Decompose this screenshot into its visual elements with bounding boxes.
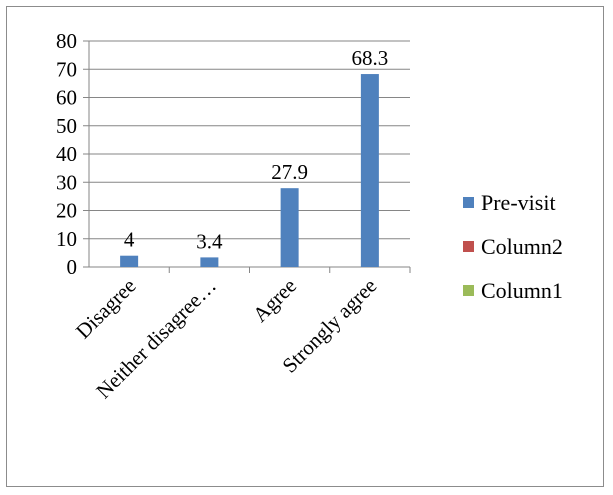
bar xyxy=(280,188,299,267)
legend-label: Column1 xyxy=(481,278,563,303)
legend-swatch xyxy=(463,197,474,208)
y-tick-label: 60 xyxy=(56,86,77,110)
y-tick-label: 30 xyxy=(56,170,77,194)
data-labels: 4 3.4 27.9 68.3 xyxy=(124,46,388,253)
y-tick-label: 40 xyxy=(56,142,77,166)
y-axis-ticks: 0 10 20 30 40 50 60 70 80 xyxy=(56,29,89,279)
legend-label: Pre-visit xyxy=(481,190,556,215)
data-label: 68.3 xyxy=(352,46,389,70)
y-tick-label: 80 xyxy=(56,29,77,53)
bar xyxy=(120,255,139,267)
data-label: 27.9 xyxy=(271,160,308,184)
bar xyxy=(360,74,379,268)
bars xyxy=(120,74,379,268)
y-tick-label: 70 xyxy=(56,57,77,81)
category-label: Agree xyxy=(248,274,301,327)
data-label: 4 xyxy=(124,228,135,252)
y-tick-label: 0 xyxy=(67,255,78,279)
y-tick-label: 20 xyxy=(56,199,77,223)
legend-swatch xyxy=(463,241,474,252)
y-tick-label: 10 xyxy=(56,227,77,251)
legend-label: Column2 xyxy=(481,234,563,259)
bar xyxy=(200,257,219,267)
legend: Pre-visit Column2 Column1 xyxy=(463,190,563,303)
y-tick-label: 50 xyxy=(56,114,77,138)
legend-swatch xyxy=(463,285,474,296)
category-label: Disagree xyxy=(71,274,141,344)
chart-frame xyxy=(6,6,604,487)
data-label: 3.4 xyxy=(196,229,223,253)
